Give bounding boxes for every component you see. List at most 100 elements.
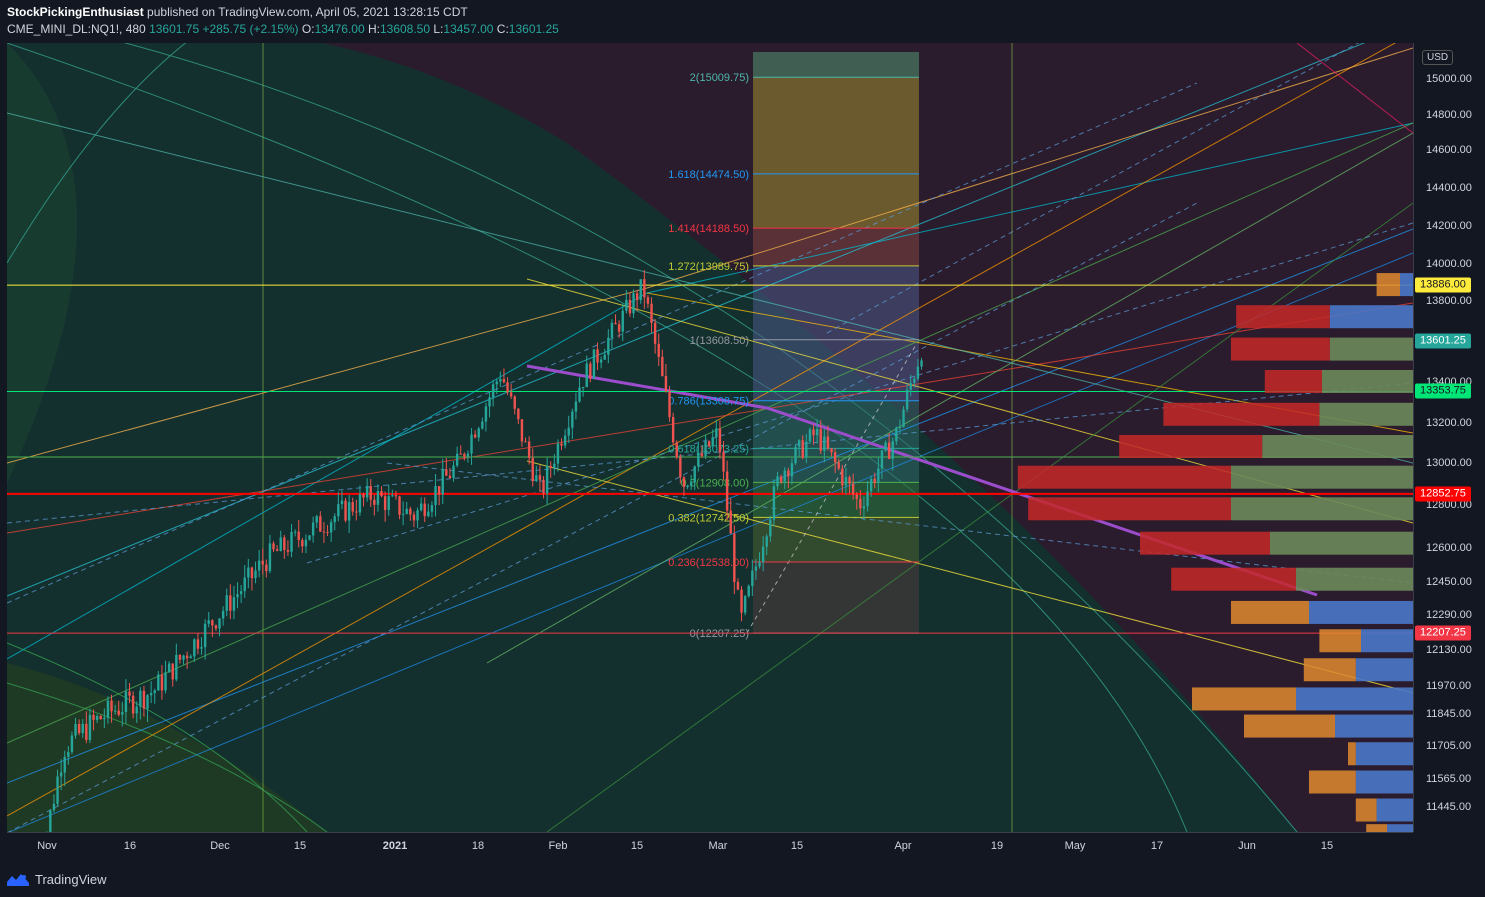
price-tick-label: 13800.00: [1426, 295, 1472, 307]
candle-body: [693, 466, 696, 483]
candle-body: [369, 485, 372, 500]
candle-body: [229, 595, 232, 611]
price-tick-label: 12450.00: [1426, 576, 1472, 588]
close-value: 13601.25: [508, 22, 559, 36]
candle-body: [394, 495, 398, 497]
trend-line: [486, 132, 1413, 664]
price-marker-label[interactable]: 13886.00: [1415, 277, 1471, 293]
candle-body: [722, 451, 725, 472]
candle-body: [700, 453, 704, 457]
time-axis[interactable]: Nov 16 Dec 15 2021 18 Feb 15 Mar 15 Apr 19 May 17 Jun 1…: [7, 832, 1413, 858]
price-tick-label: 13000.00: [1426, 457, 1472, 469]
candle-body: [902, 409, 905, 427]
price-marker-label[interactable]: 12852.75: [1415, 486, 1471, 502]
trend-line: [7, 47, 1413, 464]
price-tick-label: 12290.00: [1426, 609, 1472, 621]
low-label: L:: [433, 22, 444, 36]
symbol-name[interactable]: CME_MINI_DL:NQ1!, 480: [7, 22, 146, 36]
candle-body: [599, 359, 603, 363]
volume-profile-down-bar: [1348, 742, 1356, 766]
candle-body: [905, 389, 909, 410]
candle-body: [95, 716, 99, 720]
candle-body: [239, 591, 243, 595]
volume-profile-down-bar: [1355, 798, 1377, 822]
candle-body: [297, 531, 300, 541]
volume-profile-up-bar: [1322, 370, 1413, 393]
candle-body: [718, 428, 722, 452]
candle-body: [585, 363, 588, 388]
candle-body: [59, 772, 63, 777]
candle-body: [859, 498, 862, 509]
candle-body: [99, 716, 102, 720]
candle-body: [808, 429, 812, 442]
candle-body: [77, 723, 81, 734]
candle-body: [488, 397, 491, 407]
candle-body: [664, 376, 668, 392]
fib-zone: [753, 77, 919, 229]
candle-body: [175, 654, 178, 680]
trend-line: [7, 122, 1413, 744]
candle-body: [513, 396, 516, 409]
time-tick-label: 2021: [382, 840, 408, 852]
time-tick-label: 15: [790, 840, 804, 852]
candle-body: [261, 560, 264, 565]
candle-body: [347, 502, 351, 521]
candle-body: [88, 714, 92, 740]
fib-level-label: 0.236(12538.00): [668, 557, 749, 569]
candle-body: [635, 293, 639, 301]
volume-profile-down-bar: [1376, 273, 1400, 297]
price-tick-label: 12130.00: [1426, 644, 1472, 656]
candle-body: [365, 485, 369, 498]
candle-body: [344, 500, 347, 521]
chart-plot-area[interactable]: 2(15009.75) 1.618(14474.50) 1.414(14188.50…: [7, 43, 1413, 832]
candle-body: [290, 531, 293, 552]
candle-body: [668, 391, 671, 418]
volume-profile-up-bar: [1329, 337, 1413, 361]
price-marker-label[interactable]: 13353.75: [1415, 383, 1471, 399]
candle-body: [715, 428, 718, 438]
fib-level-label: 1(13608.50): [690, 335, 749, 347]
candle-body: [675, 442, 678, 458]
candle-body: [437, 486, 441, 495]
candle-body: [182, 655, 185, 660]
candle-body: [531, 457, 534, 482]
candle-body: [524, 441, 527, 443]
high-value: 13608.50: [379, 22, 431, 36]
chart-canvas[interactable]: 2(15009.75) 1.618(14474.50) 1.414(14188.50…: [7, 43, 1413, 832]
candle-body: [473, 434, 477, 438]
candle-body: [391, 495, 394, 497]
price-marker-label[interactable]: 13601.25: [1415, 333, 1471, 349]
time-tick-label: Apr: [894, 840, 912, 852]
footer-brand[interactable]: TradingView: [7, 868, 107, 890]
candle-body: [729, 510, 732, 534]
candle-body: [884, 442, 887, 451]
open-label: O:: [301, 22, 315, 36]
fib-level-label: 0.618(13073.25): [668, 443, 749, 455]
trend-line: [1296, 43, 1413, 134]
volume-profile-down-bar: [1231, 600, 1309, 624]
price-axis[interactable]: 15000.00 14800.00 14600.00 14400.00 14200.00…: [1413, 43, 1479, 832]
volume-profile-down-bar: [1017, 465, 1231, 489]
author-name[interactable]: StockPickingEnthusiast: [7, 5, 144, 19]
candle-body: [337, 504, 340, 517]
volume-profile-down-bar: [1366, 824, 1387, 832]
candle-body: [614, 322, 617, 325]
candle-body: [880, 450, 884, 469]
candle-body: [520, 419, 524, 442]
close-label: C:: [496, 22, 509, 36]
time-tick-label: Mar: [708, 840, 728, 852]
candle-body: [589, 363, 592, 379]
candle-body: [434, 486, 437, 506]
candle-body: [167, 663, 171, 673]
volume-profile-up-bar: [1387, 824, 1413, 832]
time-tick-label: Dec: [210, 840, 230, 852]
candle-body: [772, 486, 776, 520]
candle-body: [556, 443, 560, 464]
candle-body: [499, 378, 502, 382]
open-value: 13476.00: [314, 22, 365, 36]
price-marker-label[interactable]: 12207.25: [1415, 625, 1471, 641]
candle-body: [196, 639, 200, 649]
fib-zone: [753, 52, 919, 78]
currency-badge[interactable]: USD: [1422, 50, 1454, 65]
candle-body: [797, 440, 801, 447]
